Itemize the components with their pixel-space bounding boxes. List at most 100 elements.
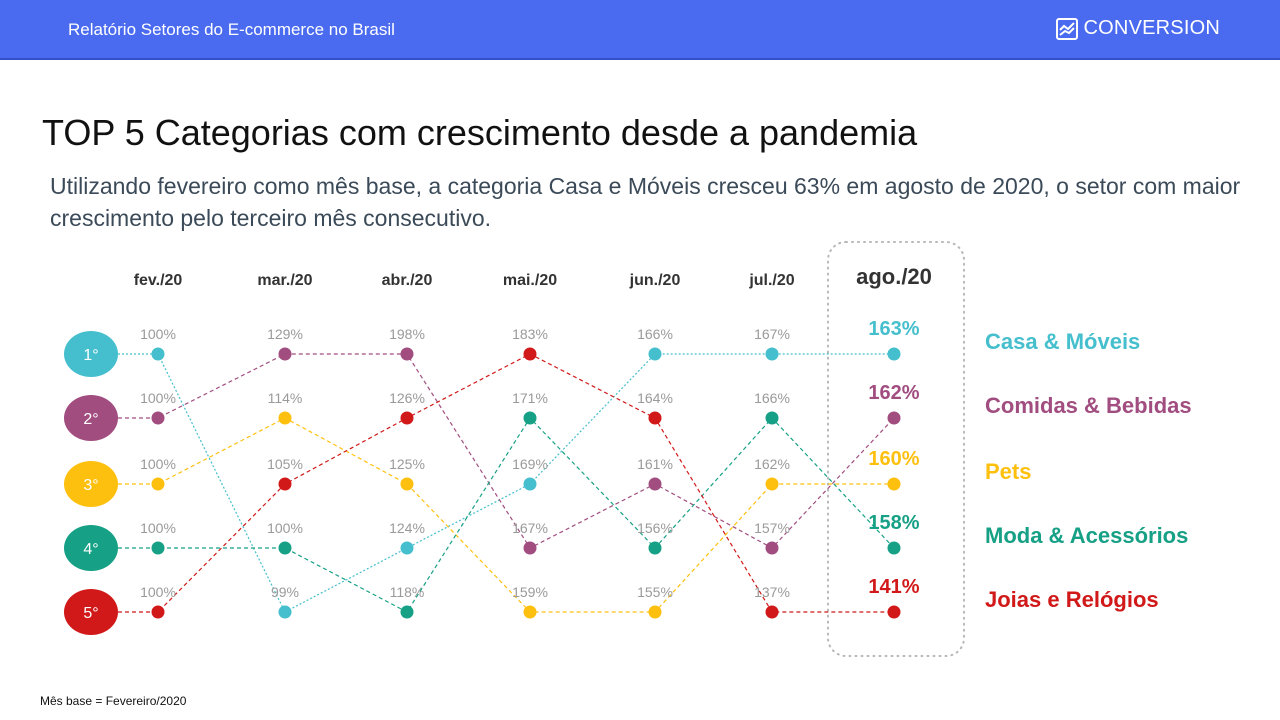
- value-label: 141%: [868, 576, 919, 598]
- series-line: [118, 417, 895, 613]
- series-line: [118, 353, 894, 613]
- brand-name: CONVERSION: [1083, 17, 1220, 39]
- value-label: 124%: [389, 520, 425, 536]
- value-label: 166%: [754, 390, 790, 406]
- value-label: 160%: [868, 448, 919, 470]
- data-point: [648, 477, 662, 491]
- data-point: [887, 347, 901, 361]
- value-label: 100%: [140, 584, 176, 600]
- data-point: [278, 411, 292, 425]
- page-subtitle: Utilizando fevereiro como mês base, a ca…: [50, 173, 1241, 231]
- rank-badge: [64, 395, 118, 441]
- rank-badge: [64, 331, 118, 377]
- value-label: 105%: [267, 456, 303, 472]
- month-label: jun./20: [629, 272, 681, 289]
- data-point: [151, 477, 165, 491]
- data-point: [278, 605, 292, 619]
- value-label: 118%: [390, 584, 425, 600]
- category-label: Casa & Móveis: [985, 329, 1140, 354]
- month-label: mai./20: [503, 272, 557, 289]
- data-point: [400, 605, 414, 619]
- value-label: 114%: [268, 390, 303, 406]
- data-point: [765, 411, 779, 425]
- value-label: 163%: [868, 318, 919, 340]
- value-label: 157%: [754, 520, 790, 536]
- value-label: 137%: [754, 584, 790, 600]
- footnote: Mês base = Fevereiro/2020: [40, 694, 187, 708]
- data-point: [278, 347, 292, 361]
- month-label: jul./20: [748, 272, 794, 289]
- value-label: 164%: [637, 390, 673, 406]
- value-label: 167%: [512, 520, 548, 536]
- data-point: [523, 605, 537, 619]
- brand-logo: CONVERSION: [1055, 17, 1220, 40]
- data-point: [151, 605, 165, 619]
- data-point: [523, 411, 537, 425]
- value-label: 169%: [512, 456, 548, 472]
- data-point: [765, 477, 779, 491]
- value-label: 166%: [637, 326, 673, 342]
- data-point: [648, 605, 662, 619]
- data-point: [648, 411, 662, 425]
- rank-badge: [64, 461, 118, 507]
- category-label: Pets: [985, 459, 1031, 484]
- value-label: 125%: [389, 456, 425, 472]
- value-label: 162%: [868, 382, 919, 404]
- data-point: [400, 411, 414, 425]
- data-point: [278, 477, 292, 491]
- data-point: [765, 347, 779, 361]
- value-label: 156%: [637, 520, 673, 536]
- data-point: [151, 347, 165, 361]
- data-point: [400, 477, 414, 491]
- month-label: abr./20: [382, 272, 433, 289]
- highlight-column-box: [827, 241, 965, 657]
- report-title: Relatório Setores do E-commerce no Brasi…: [68, 20, 395, 39]
- value-label: 159%: [512, 584, 548, 600]
- value-label: 167%: [754, 326, 790, 342]
- data-point: [151, 411, 165, 425]
- data-point: [648, 347, 662, 361]
- data-point: [887, 477, 901, 491]
- value-label: 100%: [140, 456, 176, 472]
- trend-chart-icon: [1055, 17, 1078, 40]
- data-point: [400, 347, 414, 361]
- data-point: [400, 541, 414, 555]
- data-point: [887, 411, 901, 425]
- rank-badge: [64, 525, 118, 571]
- rank-label: 5°: [83, 605, 98, 622]
- rank-label: 3°: [83, 477, 98, 494]
- value-label: 100%: [140, 326, 176, 342]
- data-point: [887, 605, 901, 619]
- value-label: 100%: [140, 520, 176, 536]
- value-label: 158%: [868, 512, 919, 534]
- value-label: 99%: [271, 584, 299, 600]
- data-point: [151, 541, 165, 555]
- rank-label: 4°: [83, 541, 98, 558]
- category-label: Joias e Relógios: [985, 587, 1159, 612]
- rank-label: 2°: [83, 411, 98, 428]
- month-label: ago./20: [856, 264, 932, 289]
- value-label: 162%: [754, 456, 790, 472]
- header-bar: Relatório Setores do E-commerce no Brasi…: [0, 0, 1280, 60]
- data-point: [887, 541, 901, 555]
- value-label: 126%: [389, 390, 425, 406]
- data-point: [523, 541, 537, 555]
- rank-badge: [64, 589, 118, 635]
- value-label: 171%: [512, 390, 548, 406]
- value-label: 161%: [637, 456, 673, 472]
- rank-label: 1°: [83, 347, 98, 364]
- data-point: [523, 477, 537, 491]
- data-point: [648, 541, 662, 555]
- series-line: [118, 353, 895, 549]
- value-label: 155%: [637, 584, 673, 600]
- month-label: fev./20: [134, 272, 183, 289]
- page-title: TOP 5 Categorias com crescimento desde a…: [42, 112, 918, 153]
- data-point: [278, 541, 292, 555]
- ranking-chart: fev./20 mar./20 abr./20 mai./20 jun./20 jul./…: [64, 241, 1192, 657]
- category-label: Comidas & Bebidas: [985, 393, 1192, 418]
- series-line: [118, 353, 894, 613]
- value-label: 183%: [512, 326, 548, 342]
- value-label: 100%: [140, 390, 176, 406]
- value-label: 129%: [267, 326, 303, 342]
- value-label: 100%: [267, 520, 303, 536]
